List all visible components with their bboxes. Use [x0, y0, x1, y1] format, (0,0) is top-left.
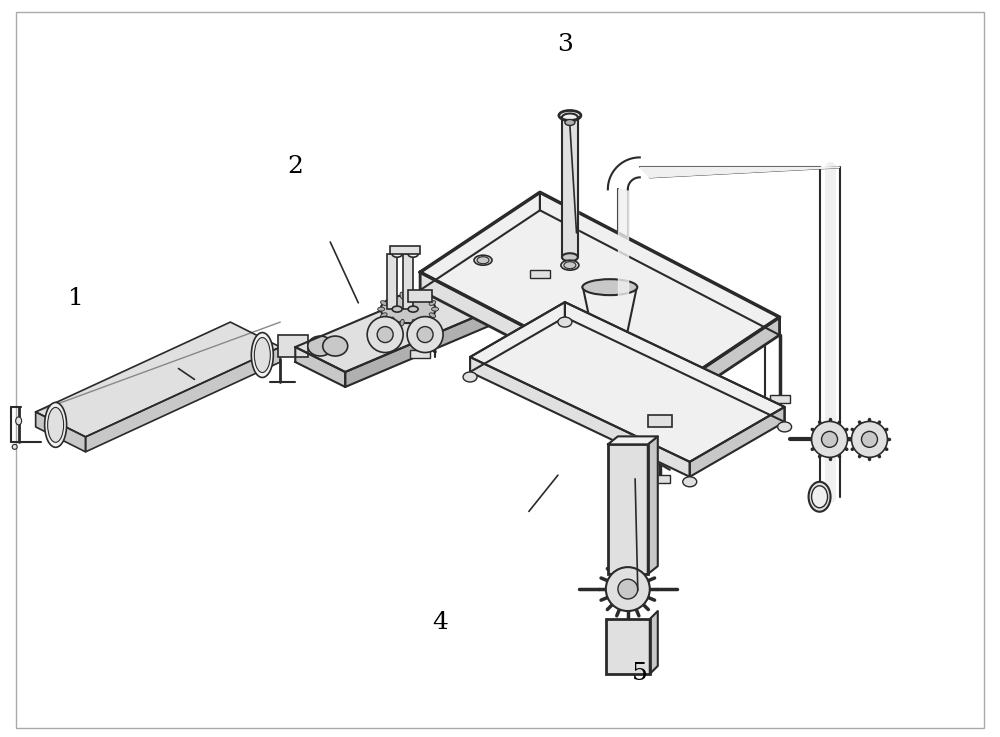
Polygon shape — [648, 436, 658, 574]
Ellipse shape — [408, 251, 418, 257]
Ellipse shape — [562, 254, 578, 261]
Polygon shape — [420, 192, 540, 290]
Ellipse shape — [429, 312, 436, 318]
Text: 1: 1 — [68, 287, 83, 310]
Circle shape — [606, 567, 650, 611]
Ellipse shape — [16, 417, 22, 425]
Bar — [387, 254, 397, 309]
Ellipse shape — [412, 319, 416, 326]
Ellipse shape — [474, 255, 492, 265]
Ellipse shape — [308, 336, 333, 356]
Polygon shape — [540, 192, 780, 335]
Bar — [608, 444, 648, 574]
Ellipse shape — [408, 306, 418, 312]
Polygon shape — [470, 357, 690, 477]
Text: 5: 5 — [632, 663, 648, 685]
Text: 4: 4 — [432, 611, 448, 634]
Circle shape — [822, 431, 838, 447]
Polygon shape — [36, 322, 280, 437]
Ellipse shape — [562, 113, 578, 122]
Ellipse shape — [778, 422, 792, 432]
Polygon shape — [36, 412, 86, 452]
Ellipse shape — [558, 317, 572, 327]
Ellipse shape — [604, 383, 616, 391]
Circle shape — [377, 326, 393, 343]
Ellipse shape — [381, 295, 436, 323]
Ellipse shape — [429, 301, 436, 305]
Bar — [390, 246, 420, 254]
Ellipse shape — [400, 292, 404, 299]
Ellipse shape — [812, 486, 828, 508]
Bar — [606, 619, 650, 674]
Circle shape — [852, 422, 887, 458]
Ellipse shape — [683, 477, 697, 486]
Bar — [530, 270, 550, 278]
Circle shape — [417, 326, 433, 343]
Text: 2: 2 — [287, 155, 303, 178]
Polygon shape — [295, 277, 510, 372]
Ellipse shape — [254, 338, 270, 372]
Ellipse shape — [389, 296, 394, 301]
Ellipse shape — [381, 301, 387, 305]
Ellipse shape — [392, 306, 402, 312]
Ellipse shape — [582, 279, 637, 295]
Polygon shape — [470, 302, 785, 462]
Ellipse shape — [400, 319, 404, 326]
Ellipse shape — [392, 251, 402, 257]
Ellipse shape — [463, 372, 477, 382]
Polygon shape — [618, 189, 628, 307]
Circle shape — [812, 422, 848, 458]
Bar — [403, 254, 413, 309]
Circle shape — [618, 579, 638, 599]
Polygon shape — [690, 407, 785, 477]
Ellipse shape — [564, 262, 576, 269]
Polygon shape — [608, 436, 658, 444]
Ellipse shape — [565, 119, 575, 125]
Polygon shape — [562, 117, 578, 257]
Polygon shape — [295, 347, 345, 387]
Polygon shape — [86, 347, 280, 452]
Ellipse shape — [412, 292, 416, 299]
Polygon shape — [565, 302, 785, 422]
Circle shape — [407, 317, 443, 352]
Ellipse shape — [378, 307, 385, 311]
Ellipse shape — [389, 317, 394, 323]
Ellipse shape — [422, 296, 428, 301]
Polygon shape — [420, 192, 780, 397]
Bar — [770, 395, 790, 403]
Ellipse shape — [809, 482, 831, 511]
Bar — [408, 290, 432, 302]
Ellipse shape — [45, 402, 67, 447]
Ellipse shape — [561, 260, 579, 270]
Polygon shape — [650, 611, 658, 674]
Ellipse shape — [48, 408, 64, 442]
Polygon shape — [470, 302, 565, 372]
Ellipse shape — [432, 307, 439, 311]
Ellipse shape — [323, 336, 348, 356]
Text: 3: 3 — [557, 33, 573, 56]
Ellipse shape — [381, 312, 387, 318]
Polygon shape — [640, 167, 840, 178]
Polygon shape — [660, 317, 780, 415]
Polygon shape — [420, 272, 660, 415]
Ellipse shape — [251, 332, 273, 377]
Bar — [648, 415, 672, 427]
Polygon shape — [583, 287, 637, 387]
Bar — [278, 335, 308, 357]
Ellipse shape — [12, 444, 17, 450]
Ellipse shape — [422, 317, 428, 323]
Circle shape — [367, 317, 403, 352]
Circle shape — [861, 431, 877, 447]
Ellipse shape — [477, 256, 489, 264]
Bar — [650, 475, 670, 483]
Bar — [410, 350, 430, 358]
Polygon shape — [345, 302, 510, 387]
